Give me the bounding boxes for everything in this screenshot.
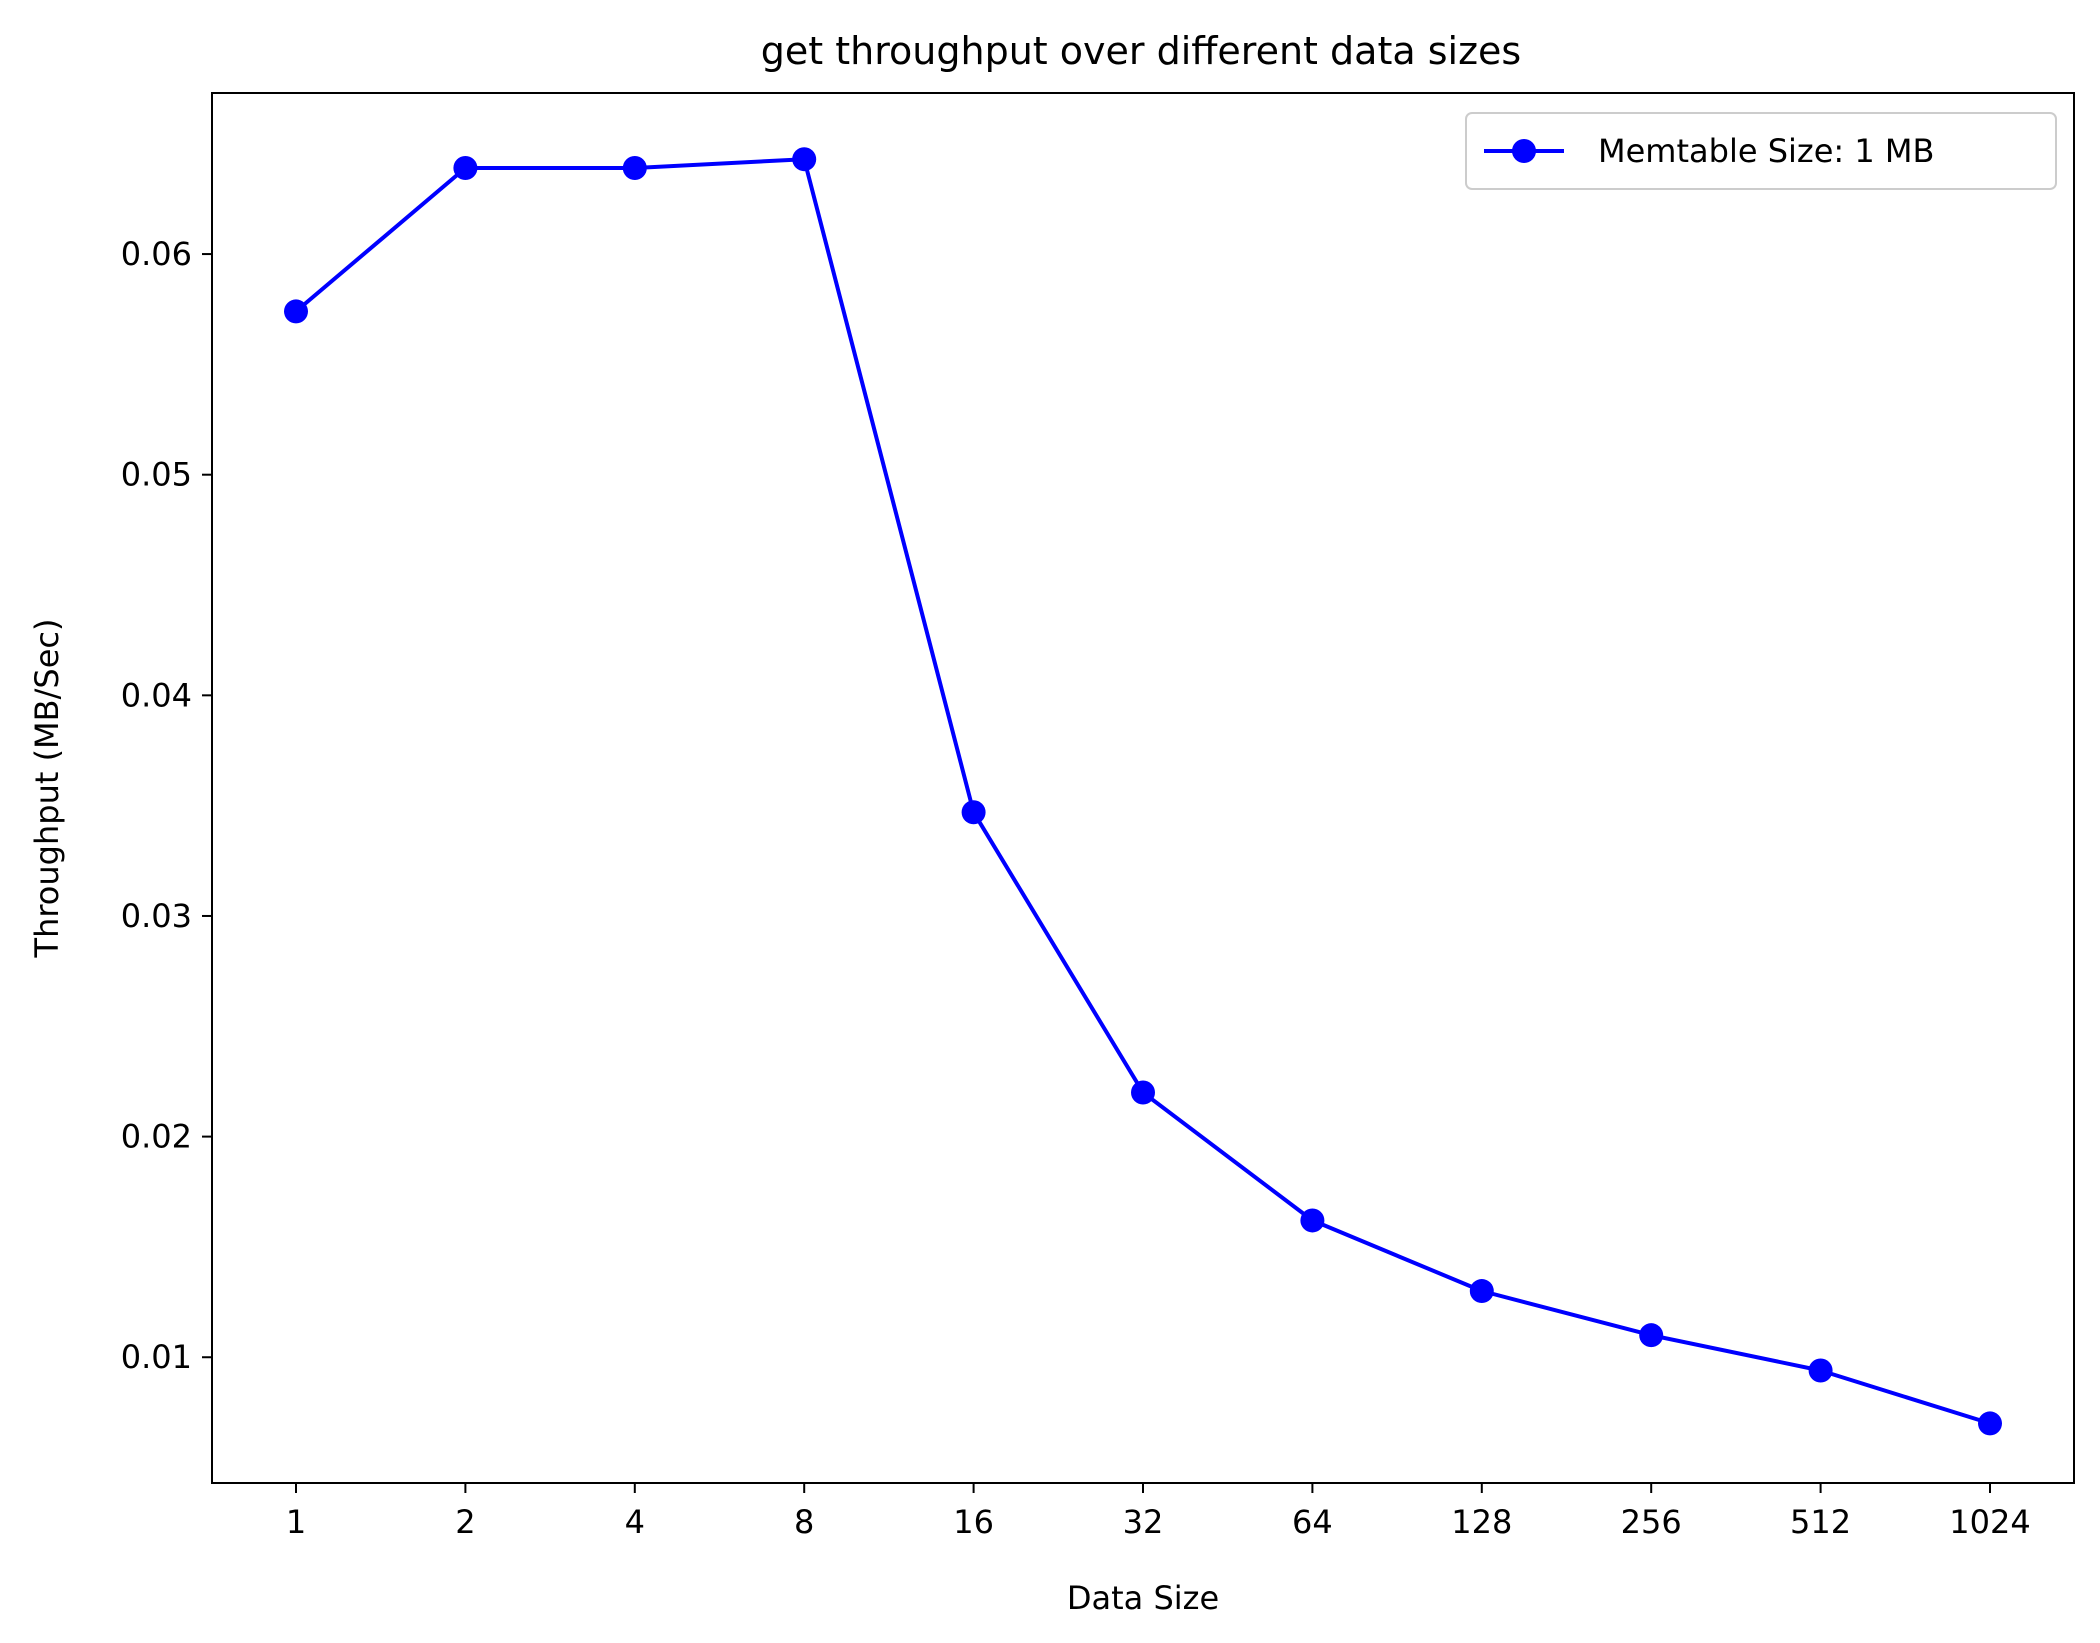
x-tick-label: 256 [1621, 1503, 1682, 1541]
x-tick-label: 32 [1123, 1503, 1164, 1541]
x-tick-label: 128 [1451, 1503, 1512, 1541]
data-point [1978, 1411, 2002, 1436]
plot-area [284, 147, 2002, 1436]
x-tick-label: 2 [455, 1503, 475, 1541]
legend-entry-label: Memtable Size: 1 MB [1598, 132, 1934, 170]
x-axis-label: Data Size [1067, 1579, 1219, 1617]
data-point [1808, 1358, 1833, 1383]
data-point [453, 156, 478, 181]
y-tick-label: 0.06 [121, 235, 192, 273]
x-tick-label: 1 [286, 1503, 306, 1541]
data-point [1300, 1208, 1325, 1233]
x-tick-label: 16 [953, 1503, 994, 1541]
x-tick-label: 1024 [1949, 1503, 2030, 1541]
legend-box [1465, 112, 2057, 190]
data-point [622, 156, 647, 181]
data-point [1639, 1323, 1664, 1348]
chart-title: get throughput over different data sizes [761, 29, 1521, 73]
x-axis: 1 2 4 8 16 32 64 128 256 512 1024 [286, 1483, 2031, 1541]
y-tick-label: 0.05 [121, 456, 192, 494]
y-axis-label: Throughput (MB/Sec) [28, 619, 66, 959]
data-point [792, 147, 817, 172]
y-tick-label: 0.02 [121, 1118, 192, 1156]
x-tick-label: 8 [794, 1503, 814, 1541]
y-tick-label: 0.04 [121, 676, 192, 714]
legend-marker-swatch [1512, 139, 1536, 163]
y-tick-label: 0.03 [121, 897, 192, 935]
data-point [961, 800, 986, 825]
data-point [1131, 1080, 1155, 1105]
y-axis: 0.01 0.02 0.03 0.04 0.05 0.06 [121, 235, 212, 1376]
data-point [284, 299, 308, 324]
data-point [1469, 1279, 1494, 1304]
x-tick-label: 512 [1790, 1503, 1851, 1541]
x-tick-label: 4 [625, 1503, 645, 1541]
x-tick-label: 64 [1292, 1503, 1333, 1541]
y-tick-label: 0.01 [121, 1338, 192, 1376]
legend: Memtable Size: 1 MB [1465, 112, 2057, 190]
